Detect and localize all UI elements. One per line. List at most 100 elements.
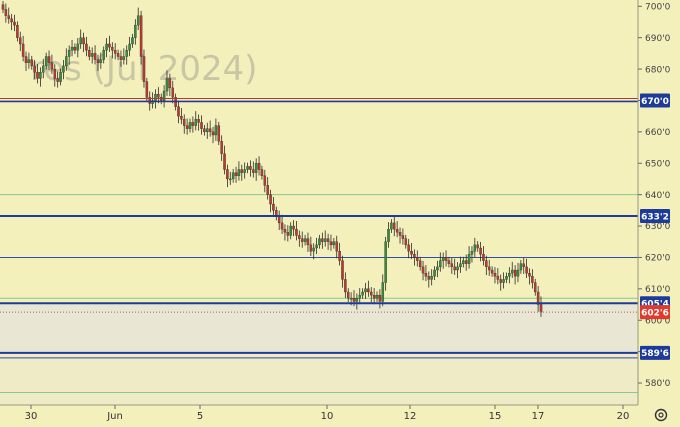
settings-gear-icon[interactable] <box>654 408 668 422</box>
shaded-zone <box>0 303 638 405</box>
candle <box>427 271 431 288</box>
price-grid <box>0 194 638 393</box>
candle <box>344 272 347 298</box>
candle <box>453 258 456 275</box>
candle <box>315 237 318 254</box>
x-tick-label: Jun <box>106 411 123 422</box>
candle <box>113 43 117 60</box>
candle <box>378 289 382 309</box>
candle <box>162 85 166 108</box>
current-price-label: 602'6 <box>641 308 669 318</box>
candle <box>7 7 11 24</box>
candle <box>73 43 77 54</box>
candle <box>338 243 341 266</box>
candle <box>326 233 330 250</box>
candle <box>125 45 128 65</box>
candle <box>191 116 195 133</box>
candle <box>528 268 531 285</box>
candle <box>47 50 51 70</box>
candle <box>260 165 264 180</box>
candle <box>510 261 514 279</box>
candle <box>404 234 408 249</box>
candle <box>410 243 413 260</box>
candle <box>407 238 410 259</box>
candle <box>197 114 200 131</box>
candle <box>194 111 198 131</box>
candle <box>266 177 269 200</box>
candle <box>473 237 477 258</box>
price-levels[interactable] <box>0 97 638 354</box>
candle <box>102 46 105 64</box>
candle <box>59 68 62 86</box>
candle <box>421 260 425 281</box>
y-tick-label: 600'0 <box>645 316 671 326</box>
candle <box>456 261 459 279</box>
candle <box>154 89 157 109</box>
candle <box>416 250 419 267</box>
candle <box>168 73 172 97</box>
candle <box>367 280 370 297</box>
candle <box>513 265 517 285</box>
candle <box>217 121 221 146</box>
level-label-3: 589'6 <box>641 349 669 359</box>
candle <box>19 31 22 52</box>
candle <box>485 255 488 276</box>
candle <box>381 274 385 307</box>
candle <box>240 164 244 181</box>
y-tick-label: 610'0 <box>645 285 671 295</box>
x-tick-label: 10 <box>321 411 334 422</box>
candle <box>24 51 28 71</box>
candle <box>122 48 126 65</box>
candle <box>188 118 192 133</box>
candle <box>99 52 103 69</box>
candle <box>280 214 284 235</box>
x-tick-label: 5 <box>197 411 203 422</box>
candle <box>441 252 445 269</box>
candle <box>502 272 505 289</box>
candle <box>505 272 508 284</box>
candle <box>88 46 91 61</box>
current-price-label-bg <box>640 305 670 320</box>
candle <box>254 158 258 181</box>
candle <box>496 268 500 285</box>
candle <box>243 162 246 179</box>
level-label-0: 670'0 <box>641 97 669 107</box>
candle <box>395 221 399 238</box>
candle <box>516 262 520 283</box>
candle <box>257 156 261 176</box>
x-tick-label: 15 <box>489 411 502 422</box>
candle <box>249 160 252 177</box>
candle <box>183 114 186 134</box>
candle <box>467 246 471 269</box>
candle <box>119 50 123 67</box>
candle <box>231 168 235 183</box>
candle <box>464 254 468 271</box>
candle <box>401 228 405 245</box>
candle <box>536 286 540 312</box>
candle <box>269 189 272 213</box>
candle <box>447 256 451 268</box>
candle <box>62 59 65 80</box>
candle <box>525 258 528 279</box>
candle <box>85 36 88 57</box>
candle <box>295 221 298 241</box>
candle <box>30 55 34 70</box>
candle <box>286 225 290 242</box>
candle <box>180 108 183 125</box>
candle <box>208 120 212 137</box>
candle <box>470 246 474 263</box>
candle <box>493 267 497 284</box>
candles <box>1 0 543 317</box>
candle <box>459 256 462 273</box>
y-tick-label: 640'0 <box>645 191 671 201</box>
x-axis-panel[interactable] <box>0 405 680 427</box>
candle <box>82 32 85 53</box>
y-axis-panel[interactable] <box>638 0 680 405</box>
candle <box>332 237 336 249</box>
candle <box>341 255 344 288</box>
candle <box>306 232 310 252</box>
candle <box>519 259 523 274</box>
candle <box>508 267 511 284</box>
x-tick-label: 12 <box>404 411 417 422</box>
